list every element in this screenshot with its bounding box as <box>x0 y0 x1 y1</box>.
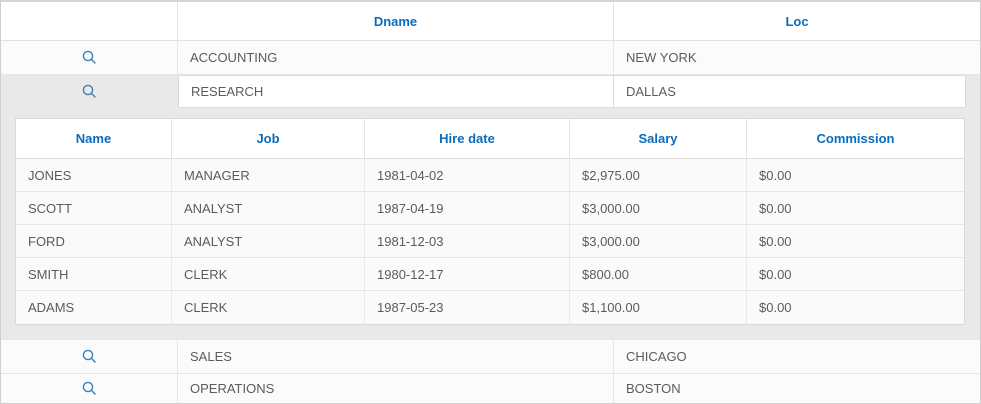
detail-row-smith: SMITH CLERK 1980-12-17 $800.00 $0.00 <box>16 258 964 291</box>
hire-date-cell: 1980-12-17 <box>365 258 570 290</box>
loc-cell: BOSTON <box>626 381 681 396</box>
hire-date-cell: 1987-05-23 <box>365 291 570 324</box>
hire-date-cell: 1981-04-02 <box>365 159 570 191</box>
detail-row-jones: JONES MANAGER 1981-04-02 $2,975.00 $0.00 <box>16 159 964 192</box>
salary-cell: $3,000.00 <box>570 225 747 257</box>
spacer <box>966 75 980 108</box>
job-cell: MANAGER <box>172 159 365 191</box>
detail-row-adams: ADAMS CLERK 1987-05-23 $1,100.00 $0.00 <box>16 291 964 324</box>
dname-cell: ACCOUNTING <box>178 41 614 74</box>
column-header-loc[interactable]: Loc <box>785 13 809 29</box>
commission-cell: $0.00 <box>759 233 792 249</box>
dname-cell: SALES <box>178 340 614 373</box>
commission-cell: $0.00 <box>759 200 792 216</box>
detail-row-scott: SCOTT ANALYST 1987-04-19 $3,000.00 $0.00 <box>16 192 964 225</box>
name-cell: ADAMS <box>16 291 172 324</box>
dname-cell: OPERATIONS <box>178 374 614 403</box>
column-header-name[interactable]: Name <box>16 119 172 158</box>
master-row-operations: OPERATIONS BOSTON <box>1 374 980 403</box>
search-icon[interactable] <box>78 378 100 400</box>
column-header-commission[interactable]: Commission <box>816 131 895 146</box>
column-header-hire-date[interactable]: Hire date <box>365 119 570 158</box>
hire-date-cell: 1981-12-03 <box>365 225 570 257</box>
employee-detail-grid: Name Job Hire date Salary Commission JON… <box>15 118 965 325</box>
job-cell: ANALYST <box>172 225 365 257</box>
detail-area: Name Job Hire date Salary Commission JON… <box>1 108 980 340</box>
expander-cell <box>1 374 178 403</box>
expander-cell <box>1 75 178 108</box>
salary-cell: $1,100.00 <box>570 291 747 324</box>
master-row-research: RESEARCH DALLAS <box>1 75 980 108</box>
master-row-accounting: ACCOUNTING NEW YORK <box>1 41 980 75</box>
loc-cell: NEW YORK <box>626 50 697 65</box>
column-header-dname[interactable]: Dname <box>178 2 614 40</box>
expander-column-header <box>1 2 178 40</box>
master-row-sales: SALES CHICAGO <box>1 340 980 374</box>
salary-cell: $2,975.00 <box>570 159 747 191</box>
loc-cell: DALLAS <box>613 75 966 108</box>
search-icon[interactable] <box>78 47 100 69</box>
search-icon[interactable] <box>79 81 101 103</box>
commission-cell: $0.00 <box>759 266 792 282</box>
name-cell: SCOTT <box>16 192 172 224</box>
expander-cell <box>1 340 178 373</box>
name-cell: SMITH <box>16 258 172 290</box>
commission-cell: $0.00 <box>759 167 792 183</box>
hire-date-cell: 1987-04-19 <box>365 192 570 224</box>
detail-row-ford: FORD ANALYST 1981-12-03 $3,000.00 $0.00 <box>16 225 964 258</box>
salary-cell: $3,000.00 <box>570 192 747 224</box>
expanded-section-research: RESEARCH DALLAS Name Job Hire date Salar… <box>1 75 980 340</box>
search-icon[interactable] <box>78 346 100 368</box>
expander-cell <box>1 41 178 74</box>
job-cell: CLERK <box>172 291 365 324</box>
commission-cell: $0.00 <box>759 300 792 315</box>
detail-header-row: Name Job Hire date Salary Commission <box>16 119 964 159</box>
job-cell: ANALYST <box>172 192 365 224</box>
column-header-salary[interactable]: Salary <box>570 119 747 158</box>
name-cell: JONES <box>16 159 172 191</box>
salary-cell: $800.00 <box>570 258 747 290</box>
dname-cell: RESEARCH <box>178 75 614 108</box>
job-cell: CLERK <box>172 258 365 290</box>
name-cell: FORD <box>16 225 172 257</box>
master-header-row: Dname Loc <box>1 2 980 41</box>
loc-cell: CHICAGO <box>626 349 687 364</box>
column-header-job[interactable]: Job <box>172 119 365 158</box>
